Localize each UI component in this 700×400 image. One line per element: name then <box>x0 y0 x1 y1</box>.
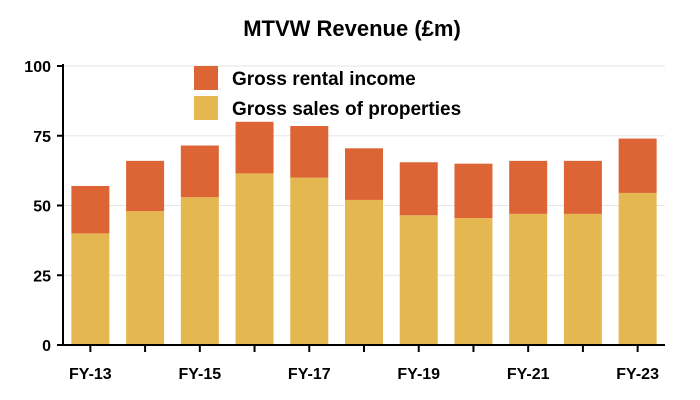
bar-rental-segment <box>399 162 438 216</box>
y-tick-label: 50 <box>33 199 51 216</box>
bar-sales-segment <box>345 199 383 345</box>
bars <box>71 121 657 345</box>
legend-label: Gross sales of properties <box>232 99 461 120</box>
x-tick-label: FY-13 <box>69 366 112 383</box>
bar-rental-segment <box>454 163 493 219</box>
bar-sales-segment <box>563 213 602 345</box>
bar-rental-segment <box>235 121 274 174</box>
bar-sales-segment <box>618 192 657 345</box>
bar-rental-segment <box>618 138 657 193</box>
legend-label: Gross rental income <box>232 69 416 90</box>
bar-rental-segment <box>345 148 383 200</box>
chart-title: MTVW Revenue (£m) <box>243 16 461 41</box>
bar-sales-segment <box>180 197 219 345</box>
legend: Gross rental income Gross sales of proper… <box>194 66 461 120</box>
x-tick-label: FY-21 <box>507 366 550 383</box>
bar-sales-segment <box>509 213 548 345</box>
bar-rental-segment <box>126 160 165 212</box>
bar-sales-segment <box>71 233 110 345</box>
bar-rental-segment <box>563 160 602 214</box>
x-tick-label: FY-19 <box>397 366 440 383</box>
bar-sales-segment <box>399 215 438 345</box>
y-tick-label: 0 <box>42 338 51 355</box>
x-tick-label: FY-17 <box>288 366 331 383</box>
legend-swatch <box>194 96 218 120</box>
axes: 0 25 50 75 100 FY-13 FY-15 FY-17 FY-19 FY-21 FY-23 <box>24 59 665 383</box>
bar-sales-segment <box>454 218 493 345</box>
bar-rental-segment <box>290 125 329 178</box>
bar-rental-segment <box>509 160 548 214</box>
bar-rental-segment <box>180 145 219 198</box>
y-tick-label: 75 <box>33 129 51 146</box>
y-tick-label: 100 <box>24 59 51 76</box>
x-tick-label: FY-15 <box>178 366 221 383</box>
bar-rental-segment <box>71 185 110 234</box>
bar-sales-segment <box>235 173 274 345</box>
x-tick-label: FY-23 <box>616 366 659 383</box>
bar-sales-segment <box>290 177 329 345</box>
y-tick-label: 25 <box>33 268 51 285</box>
legend-swatch <box>194 66 218 90</box>
bar-sales-segment <box>126 211 165 345</box>
